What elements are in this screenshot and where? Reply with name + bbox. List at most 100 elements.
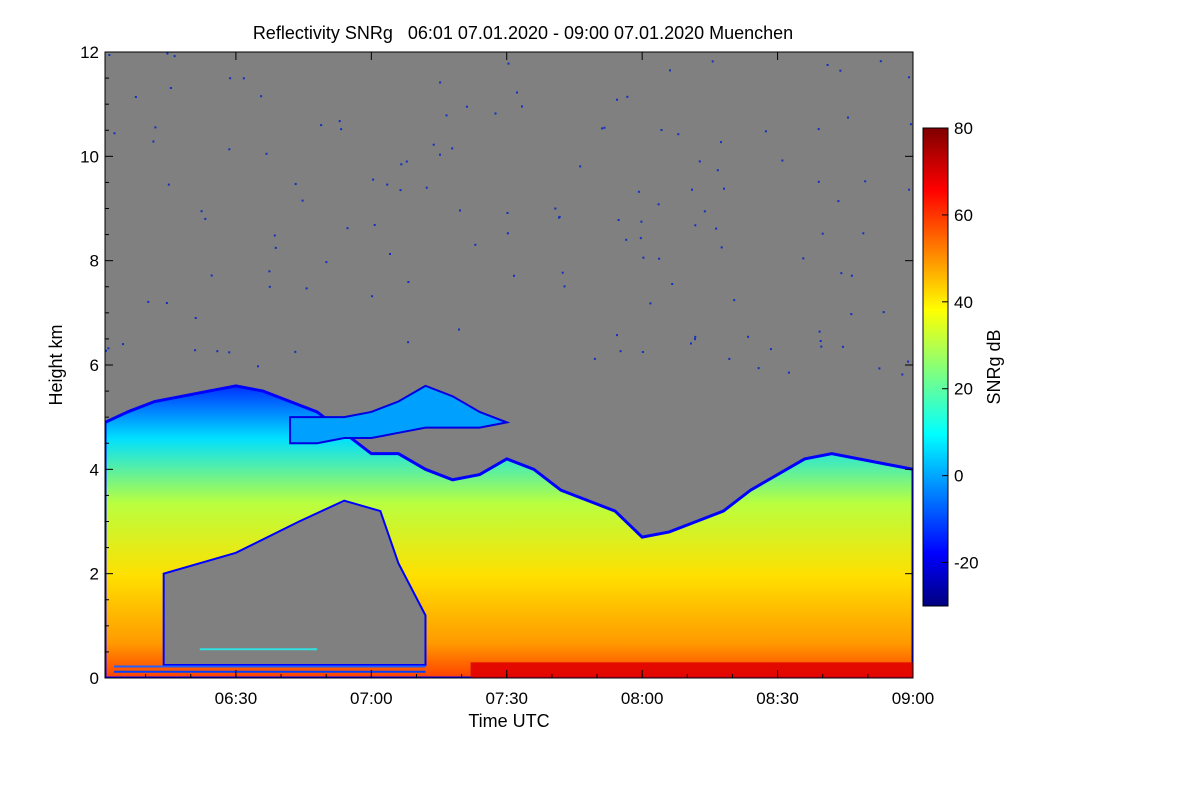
noise-speckle	[439, 81, 442, 84]
noise-speckle	[122, 343, 124, 346]
noise-speckle	[781, 159, 784, 162]
noise-speckle	[840, 272, 843, 275]
noise-speckle	[747, 335, 750, 338]
y-tick-label: 0	[90, 669, 99, 688]
noise-speckle	[152, 140, 155, 143]
noise-speckle	[907, 360, 910, 363]
noise-speckle	[909, 123, 912, 126]
noise-speckle	[639, 237, 642, 240]
noise-speckle	[601, 127, 604, 130]
x-tick-label: 09:00	[892, 689, 935, 708]
x-tick-label: 07:30	[485, 689, 528, 708]
noise-speckle	[260, 95, 263, 98]
noise-speckle	[558, 215, 561, 218]
noise-speckle	[425, 186, 428, 189]
y-tick-label: 6	[90, 356, 99, 375]
colorbar-ticks: -20 0 20 40 60 80	[942, 119, 979, 573]
noise-speckle	[821, 232, 824, 235]
noise-speckle	[400, 163, 403, 166]
noise-speckle	[671, 283, 674, 285]
noise-speckle	[268, 285, 271, 288]
noise-speckle	[372, 178, 375, 181]
noise-speckle	[637, 190, 640, 193]
noise-speckle	[305, 287, 308, 290]
x-axis: 06:30 07:00 07:30 08:00 08:30 09:00	[145, 52, 935, 708]
noise-speckle	[616, 334, 618, 337]
y-axis: 0 2 4 6 8 10 12	[80, 43, 913, 688]
noise-speckle	[513, 274, 515, 277]
noise-speckle	[521, 105, 523, 108]
noise-speckle	[451, 147, 454, 150]
noise-speckle	[340, 128, 343, 131]
noise-speckle	[657, 203, 660, 206]
x-tick-label: 08:30	[756, 689, 799, 708]
noise-speckle	[320, 124, 323, 127]
noise-speckle	[507, 62, 510, 65]
noise-speckle	[649, 302, 652, 305]
noise-speckle	[879, 60, 882, 63]
noise-speckle	[229, 77, 232, 80]
colorbar-tick-label: 80	[954, 119, 973, 138]
noise-speckle	[819, 340, 822, 342]
noise-speckle	[619, 350, 622, 353]
noise-speckle	[769, 348, 772, 351]
noise-speckle	[105, 349, 107, 352]
noise-speckle	[733, 299, 736, 302]
noise-speckle	[154, 126, 157, 129]
noise-speckle	[265, 152, 268, 155]
noise-speckle	[294, 183, 297, 185]
noise-speckle	[432, 143, 435, 146]
chart-title: Reflectivity SNRg 06:01 07.01.2020 - 09:…	[253, 23, 793, 43]
noise-speckle	[563, 285, 566, 288]
noise-speckle	[658, 257, 661, 260]
noise-speckle	[194, 317, 197, 319]
colorbar-tick-label: 60	[954, 206, 973, 225]
noise-speckle	[728, 357, 731, 360]
y-tick-label: 4	[90, 460, 99, 479]
noise-speckle	[820, 345, 823, 348]
echo-layer	[105, 384, 913, 678]
noise-speckle	[878, 367, 881, 370]
noise-speckle	[690, 342, 692, 345]
noise-speckle	[850, 274, 853, 277]
noise-speckle	[617, 219, 620, 221]
noise-speckle	[642, 256, 645, 259]
noise-speckle	[407, 341, 410, 344]
noise-speckle	[839, 69, 842, 72]
noise-speckle	[216, 350, 219, 353]
noise-speckle	[459, 209, 461, 212]
noise-speckle	[715, 227, 718, 230]
noise-speckle	[694, 338, 696, 341]
noise-speckle	[802, 257, 805, 260]
noise-speckle	[826, 64, 829, 66]
noise-speckle	[787, 371, 790, 374]
noise-speckle	[257, 365, 259, 368]
noise-speckle	[134, 96, 137, 98]
noise-speckle	[818, 330, 821, 333]
noise-speckle	[274, 246, 277, 249]
noise-speckle	[474, 243, 477, 246]
noise-speckle	[389, 253, 391, 255]
noise-speckle	[641, 351, 644, 353]
noise-speckle	[864, 180, 867, 183]
colorbar-label: SNRg dB	[984, 329, 1004, 404]
noise-speckle	[405, 160, 408, 163]
noise-speckle	[338, 120, 341, 123]
noise-speckle	[386, 183, 389, 186]
noise-speckle	[841, 345, 844, 348]
noise-speckle	[837, 200, 840, 203]
noise-speckle	[194, 349, 197, 352]
x-tick-label: 06:30	[215, 689, 258, 708]
noise-speckle	[228, 148, 231, 151]
noise-speckle	[204, 217, 207, 220]
noise-speckle	[882, 311, 885, 314]
noise-speckle	[325, 261, 328, 264]
noise-speckle	[616, 98, 618, 101]
noise-speckle	[579, 165, 582, 168]
noise-speckle	[691, 188, 693, 191]
noise-speckle	[720, 246, 723, 249]
noise-speckle	[694, 224, 697, 227]
noise-speckle	[242, 77, 245, 80]
